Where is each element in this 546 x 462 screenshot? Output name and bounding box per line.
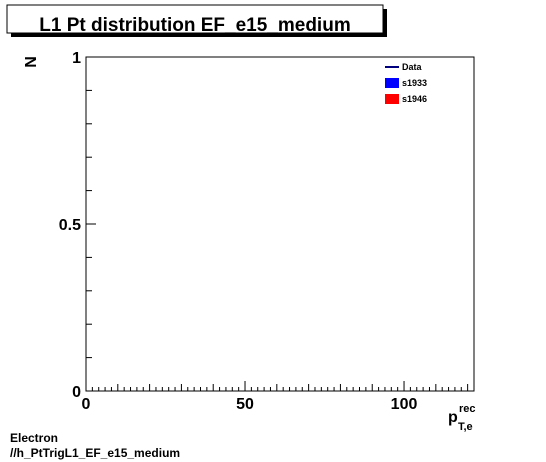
y-tick-label: 1 bbox=[72, 50, 81, 67]
x-axis-label: p rec T,e bbox=[448, 403, 476, 433]
x-axis: 0 50 100 bbox=[82, 381, 475, 413]
x-axis-label-main: p bbox=[448, 409, 458, 426]
x-axis-label-sup: rec bbox=[459, 403, 476, 415]
title-box: L1 Pt distribution EF_e15_medium bbox=[6, 4, 387, 37]
x-axis-label-sub: T,e bbox=[458, 421, 473, 433]
y-tick-label: 0.5 bbox=[59, 217, 81, 234]
footer-line-2: //h_PtTrigL1_EF_e15_medium bbox=[10, 446, 180, 460]
legend-fill-marker bbox=[385, 94, 399, 104]
legend: Data s1933 s1946 bbox=[385, 62, 427, 104]
legend-label: s1946 bbox=[402, 94, 427, 104]
y-axis-label: N bbox=[23, 56, 40, 68]
y-tick-label: 0 bbox=[72, 384, 81, 401]
legend-label: s1933 bbox=[402, 78, 427, 88]
footer-line-1: Electron bbox=[10, 431, 58, 445]
chart-title: L1 Pt distribution EF_e15_medium bbox=[39, 15, 350, 36]
legend-label: Data bbox=[402, 62, 423, 72]
x-tick-label: 0 bbox=[82, 396, 91, 413]
x-tick-label: 100 bbox=[391, 396, 418, 413]
y-axis: 00.51 bbox=[59, 50, 96, 401]
legend-fill-marker bbox=[385, 78, 399, 88]
x-tick-label: 50 bbox=[236, 396, 254, 413]
plot-frame bbox=[85, 56, 475, 392]
